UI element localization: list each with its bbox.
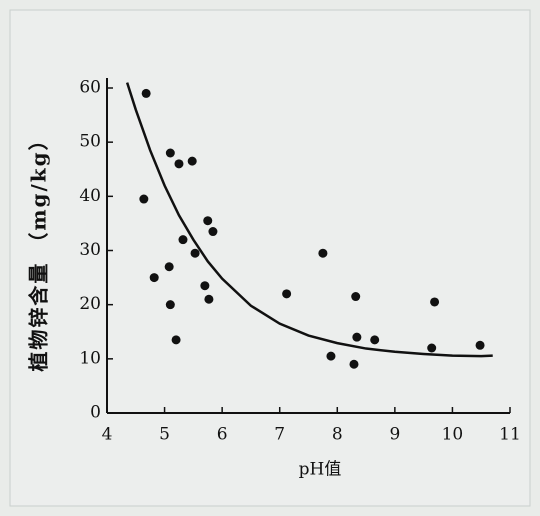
point [208, 227, 218, 237]
point [427, 343, 437, 353]
fit-curve [125, 82, 493, 358]
point [352, 332, 362, 342]
x-tick-label: 4 [102, 425, 113, 445]
x-tick-label: 7 [274, 425, 285, 445]
y-tick-label: 50 [79, 132, 101, 152]
y-tick-label: 10 [79, 348, 101, 368]
y-tick-label: 0 [90, 403, 101, 423]
x-tick-label: 11 [499, 425, 521, 445]
y-tick-label: 40 [79, 186, 101, 206]
point [349, 359, 359, 369]
y-tick-label: 30 [79, 240, 101, 260]
point [165, 148, 175, 158]
x-tick-label: 5 [159, 425, 170, 445]
point [475, 340, 485, 350]
point [139, 194, 149, 204]
y-tick-label: 60 [79, 78, 101, 98]
x-tick-label: 6 [217, 425, 228, 445]
point [174, 159, 184, 169]
point [178, 235, 188, 245]
point [204, 294, 214, 304]
y-axis-label: 植物锌含量 （mg/kg） [27, 128, 51, 371]
point [430, 297, 440, 307]
point [164, 262, 174, 272]
point [282, 289, 292, 299]
point [370, 335, 380, 345]
point [149, 273, 159, 283]
point [165, 300, 175, 310]
point [318, 248, 328, 258]
point [187, 156, 197, 166]
point [200, 281, 210, 291]
x-axis-label: pH值 [299, 460, 342, 480]
point [190, 248, 200, 258]
x-tick-label: 10 [442, 425, 464, 445]
point [351, 292, 361, 302]
frame [9, 9, 531, 507]
x-tick-label: 9 [389, 425, 400, 445]
point [326, 351, 336, 361]
point [203, 216, 213, 226]
y-tick-label: 20 [79, 294, 101, 314]
x-tick-label: 8 [332, 425, 343, 445]
point [171, 335, 181, 345]
point [141, 88, 151, 98]
